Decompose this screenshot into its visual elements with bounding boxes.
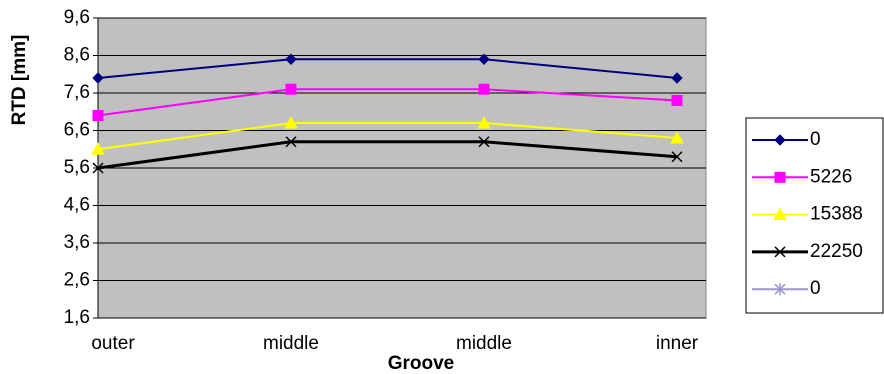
legend-marker [774,134,786,146]
data-point [285,53,297,65]
series-line [97,140,678,170]
data-point [670,130,684,144]
data-point [478,53,490,65]
data-point [285,83,297,95]
legend-label: 5226 [810,166,852,187]
y-tick-label: 9,6 [64,7,90,28]
series-line [97,122,678,151]
series-line [97,58,678,79]
legend-marker [774,283,786,296]
legend-label: 15388 [810,204,863,225]
data-point [671,95,683,106]
legend-marker [774,171,786,183]
legend-label: 0 [810,278,821,299]
y-tick-label: 7,6 [64,82,90,103]
data-point [91,142,105,155]
y-tick-label: 4,6 [64,195,90,216]
y-tick-label: 5,6 [64,157,90,178]
y-tick-label: 3,6 [64,232,90,253]
data-point [478,83,490,95]
data-point [478,136,490,148]
y-tick-label: 8,6 [64,45,90,66]
y-tick-label: 6,6 [64,120,90,141]
x-tick-label: outer [91,333,135,354]
x-tick-label: middle [456,333,512,354]
data-point [92,72,104,84]
data-point [92,110,104,121]
data-point [671,151,683,163]
y-tick-label: 1,6 [64,307,90,328]
data-point [92,162,104,174]
series-line [97,88,678,117]
data-point [477,115,491,129]
x-tick-label: middle [263,333,319,354]
data-point [671,72,683,84]
legend-marker [773,207,787,221]
x-tick-label: inner [656,333,699,354]
data-point [285,136,297,148]
legend-marker [774,246,786,258]
x-axis-title: Groove [388,353,455,374]
y-tick-label: 2,6 [64,270,90,291]
legend-label: 0 [810,129,821,150]
data-point [284,115,298,129]
legend-label: 22250 [810,241,863,262]
y-axis-title: RTD [mm] [9,35,30,126]
